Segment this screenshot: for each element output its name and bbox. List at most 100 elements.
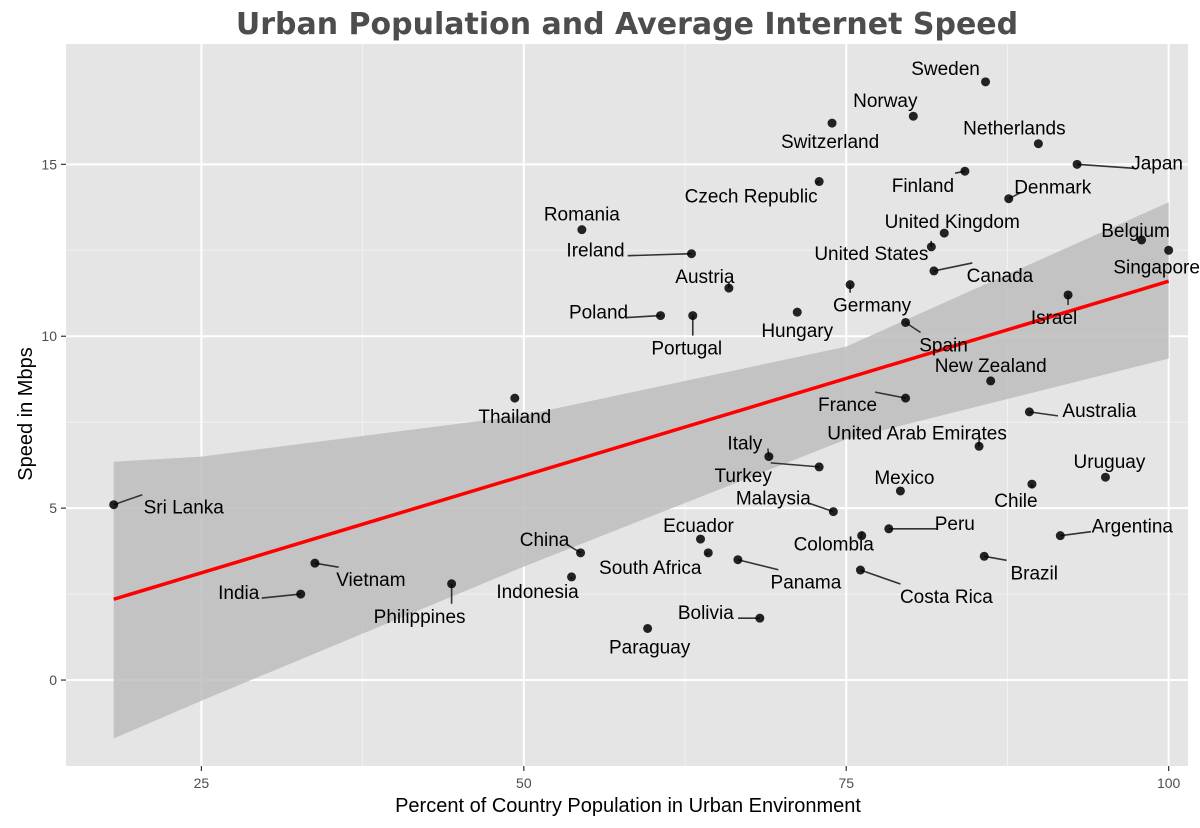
- data-point: [656, 311, 666, 321]
- point-label: France: [818, 395, 877, 416]
- data-point: [926, 242, 936, 252]
- point-label: Belgium: [1101, 221, 1170, 242]
- point-label: Turkey: [714, 466, 772, 487]
- point-label: New Zealand: [935, 356, 1047, 377]
- point-label: Argentina: [1092, 517, 1174, 538]
- data-point: [1100, 472, 1110, 482]
- data-point: [696, 534, 706, 544]
- point-label: Finland: [892, 176, 954, 197]
- label-connector: [626, 314, 661, 319]
- label-connector: [1077, 163, 1135, 170]
- point-label: Chile: [994, 491, 1037, 512]
- point-label: Panama: [771, 573, 842, 594]
- x-tick-label: 50: [516, 775, 532, 791]
- data-point: [1027, 479, 1037, 489]
- x-tick-label: 100: [1157, 775, 1181, 791]
- data-point: [827, 118, 837, 128]
- point-label: Italy: [727, 434, 762, 455]
- data-point: [929, 266, 939, 276]
- data-point: [960, 166, 970, 176]
- data-point: [686, 249, 696, 259]
- point-label: Israel: [1031, 308, 1077, 329]
- data-point: [1004, 194, 1014, 204]
- point-label: Indonesia: [496, 582, 579, 603]
- data-point: [792, 307, 802, 317]
- data-point: [510, 393, 520, 403]
- point-label: Japan: [1131, 153, 1183, 174]
- data-point: [857, 531, 867, 541]
- point-label: Thailand: [478, 407, 551, 428]
- point-label: United Arab Emirates: [827, 423, 1007, 444]
- data-point: [974, 441, 984, 451]
- point-label: Czech Republic: [685, 187, 818, 208]
- data-point: [1164, 245, 1174, 255]
- data-point: [1063, 290, 1073, 300]
- data-point: [979, 551, 989, 561]
- point-label: Bolivia: [678, 603, 734, 624]
- label-connector: [770, 462, 820, 468]
- data-point: [724, 283, 734, 293]
- data-point: [901, 317, 911, 327]
- point-label: Norway: [853, 91, 918, 112]
- label-connector: [737, 558, 779, 571]
- data-point: [296, 589, 306, 599]
- point-label: Spain: [919, 335, 968, 356]
- label-connector: [1029, 411, 1059, 417]
- point-label: Malaysia: [736, 489, 811, 510]
- y-tick-label: 15: [41, 156, 57, 172]
- label-connector: [875, 391, 906, 399]
- data-point: [577, 225, 587, 235]
- point-label: Brazil: [1010, 563, 1058, 584]
- data-point: [643, 623, 653, 633]
- point-label: Switzerland: [781, 132, 879, 153]
- point-label: Mexico: [874, 468, 934, 489]
- label-connector: [261, 593, 301, 599]
- point-labels: Sweden Norway Switzerland Netherlands Japan F…: [144, 59, 1200, 659]
- point-label: Poland: [569, 303, 628, 324]
- data-points: [109, 77, 1174, 633]
- point-label: Hungary: [761, 321, 833, 342]
- data-point: [855, 565, 865, 575]
- data-point: [703, 548, 713, 558]
- confidence-band-area: [113, 202, 1169, 739]
- point-label: Vietnam: [336, 570, 405, 591]
- data-point: [764, 452, 774, 462]
- x-tick-label: 25: [194, 775, 210, 791]
- point-label: United Kingdom: [885, 212, 1020, 233]
- fit-line: [113, 279, 1170, 601]
- data-point: [1033, 139, 1043, 149]
- confidence-band: [113, 202, 1169, 739]
- data-point: [733, 555, 743, 565]
- label-connector: [113, 493, 143, 506]
- label-connector: [860, 569, 901, 585]
- data-point: [576, 548, 586, 558]
- point-label: Peru: [935, 514, 975, 535]
- point-label: Australia: [1062, 401, 1136, 422]
- point-label: South Africa: [599, 558, 702, 579]
- chart-title: Urban Population and Average Internet Sp…: [236, 7, 1018, 42]
- point-label: Ireland: [566, 241, 624, 262]
- data-point: [688, 311, 698, 321]
- point-label: Sweden: [911, 59, 980, 80]
- data-point: [1024, 407, 1034, 417]
- data-point: [1137, 235, 1147, 245]
- data-point: [567, 572, 577, 582]
- data-point: [828, 507, 838, 517]
- data-point: [755, 613, 765, 623]
- point-label: Canada: [967, 266, 1034, 287]
- point-label: Uruguay: [1074, 452, 1146, 473]
- data-point: [884, 524, 894, 534]
- point-label: China: [520, 530, 570, 551]
- data-point: [986, 376, 996, 386]
- axes: 25 50 75 100 0 5 10 15: [41, 156, 1180, 791]
- point-label: Philippines: [374, 607, 466, 628]
- data-point: [310, 558, 320, 568]
- y-tick-label: 10: [41, 328, 57, 344]
- point-label: Singapore: [1113, 257, 1200, 278]
- data-point: [939, 228, 949, 238]
- data-point: [981, 77, 991, 87]
- label-connector: [627, 252, 692, 257]
- data-point: [814, 462, 824, 472]
